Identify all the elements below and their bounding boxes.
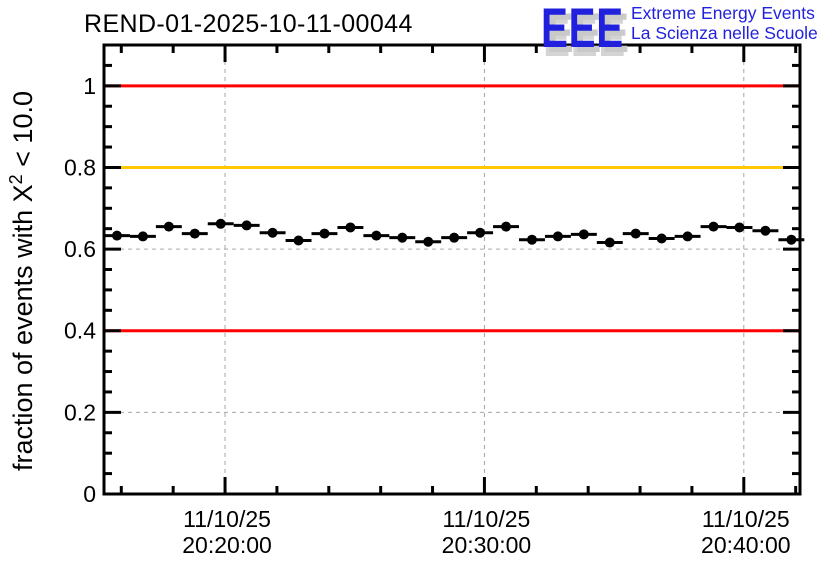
data-point bbox=[475, 227, 486, 238]
eee-logo-subtitle: Extreme Energy Events La Scienza nelle S… bbox=[631, 3, 818, 43]
eee-logo-line2: La Scienza nelle Scuole bbox=[631, 23, 818, 43]
data-point bbox=[734, 222, 745, 233]
y-axis-title-superscript: 2 bbox=[6, 174, 26, 185]
y-tick-label: 0.2 bbox=[64, 399, 96, 425]
x-tick-label-date: 11/10/25 bbox=[702, 506, 790, 532]
y-axis-title-prefix: fraction of events with X bbox=[8, 184, 38, 471]
data-point bbox=[137, 231, 148, 242]
x-tick-label-date: 11/10/25 bbox=[443, 506, 531, 532]
data-point bbox=[267, 227, 278, 238]
x-tick-label-date: 11/10/25 bbox=[183, 506, 271, 532]
data-point bbox=[682, 231, 693, 242]
y-axis-title: fraction of events with X2 < 10.0 bbox=[6, 91, 39, 471]
x-tick-label-time: 20:40:00 bbox=[701, 532, 791, 558]
data-point bbox=[163, 221, 174, 232]
data-point bbox=[552, 231, 563, 242]
data-point bbox=[760, 225, 771, 236]
data-point bbox=[111, 230, 122, 241]
data-point bbox=[526, 234, 537, 245]
data-point bbox=[397, 232, 408, 243]
y-tick-label: 0.4 bbox=[64, 318, 96, 344]
y-tick-label: 0.6 bbox=[64, 236, 96, 262]
data-point bbox=[604, 237, 615, 248]
chart-title: REND-01-2025-10-11-00044 bbox=[84, 10, 413, 38]
x-tick-label-time: 20:20:00 bbox=[182, 532, 272, 558]
y-tick-label: 0 bbox=[83, 481, 96, 507]
eee-logo-line1: Extreme Energy Events bbox=[631, 3, 815, 23]
data-point bbox=[449, 232, 460, 243]
data-point bbox=[708, 221, 719, 232]
data-point bbox=[371, 230, 382, 241]
data-point bbox=[630, 228, 641, 239]
y-tick-label: 1 bbox=[83, 73, 96, 99]
plot-frame bbox=[102, 43, 802, 496]
data-point bbox=[189, 228, 200, 239]
y-axis-title-suffix: < 10.0 bbox=[8, 91, 38, 175]
x-tick-label-time: 20:30:00 bbox=[442, 532, 532, 558]
data-point bbox=[656, 233, 667, 244]
data-point bbox=[423, 236, 434, 247]
data-point bbox=[786, 234, 797, 245]
data-point bbox=[293, 235, 304, 246]
data-point bbox=[319, 228, 330, 239]
eee-logo-text: EEE bbox=[541, 0, 624, 59]
data-point bbox=[501, 221, 512, 232]
data-point bbox=[345, 222, 356, 233]
data-point bbox=[241, 220, 252, 231]
data-point bbox=[215, 218, 226, 229]
data-point bbox=[578, 229, 589, 240]
y-tick-label: 0.8 bbox=[64, 154, 96, 180]
